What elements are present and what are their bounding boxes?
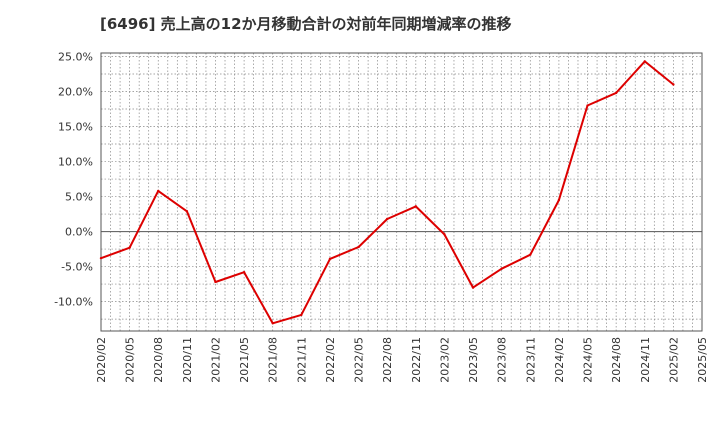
data-point [471, 286, 475, 289]
data-point [328, 257, 332, 261]
grid-layer [101, 53, 702, 331]
y-tick-label: 20.0% [58, 86, 93, 99]
x-tick-label: 2023/08 [496, 337, 509, 383]
x-tick-label: 2025/02 [667, 337, 680, 383]
data-point [271, 322, 274, 325]
y-tick-label: 15.0% [58, 121, 93, 134]
x-tick-label: 2022/02 [324, 337, 337, 383]
data-point [529, 253, 532, 256]
data-point [643, 60, 646, 63]
data-point [242, 270, 246, 274]
x-tick-label: 2024/08 [610, 337, 623, 383]
tick-label-layer: 25.0% 20.0% 15.0% 10.0% 5.0% 0.0% -5.0% -10.0% 2… [54, 51, 709, 383]
data-point [614, 91, 618, 95]
data-point [214, 280, 217, 284]
series-layer [99, 60, 675, 325]
x-tick-label: 2023/02 [438, 337, 451, 383]
x-tick-label: 2024/02 [553, 337, 566, 383]
x-tick-label: 2023/05 [467, 337, 480, 383]
data-point [300, 313, 303, 317]
data-point [357, 245, 360, 249]
data-point [557, 198, 561, 202]
axis-layer [100, 52, 703, 332]
x-tick-label: 2022/11 [410, 337, 423, 383]
data-point [586, 104, 589, 107]
x-tick-label: 2020/05 [124, 337, 137, 383]
x-tick-label: 2021/05 [238, 337, 251, 383]
plot-frame [100, 52, 703, 332]
y-tick-label: 0.0% [65, 226, 93, 239]
x-tick-label: 2022/08 [381, 337, 394, 383]
x-tick-label: 2021/08 [267, 337, 280, 383]
x-tick-label: 2024/05 [582, 337, 595, 383]
y-tick-label: 10.0% [58, 156, 93, 169]
data-point [414, 205, 418, 208]
y-tick-label: 25.0% [58, 51, 93, 64]
x-tick-label: 2020/08 [152, 337, 165, 383]
chart-title: [6496] 売上高の12か月移動合計の対前年同期増減率の推移 [100, 15, 512, 33]
x-tick-label: 2021/11 [295, 337, 308, 383]
x-tick-label: 2024/11 [639, 337, 652, 383]
x-tick-label: 2022/05 [353, 337, 366, 383]
y-tick-label: 5.0% [65, 191, 93, 204]
x-tick-label: 2025/05 [696, 337, 709, 383]
data-point [385, 217, 389, 221]
x-tick-label: 2021/02 [209, 337, 222, 383]
data-point [128, 246, 131, 249]
data-point [99, 256, 103, 260]
x-tick-label: 2023/11 [524, 337, 537, 383]
y-tick-label: -10.0% [54, 296, 93, 309]
data-point [500, 267, 503, 270]
x-tick-label: 2020/11 [181, 337, 194, 383]
data-point [185, 210, 189, 213]
data-point [443, 233, 446, 236]
data-point [157, 189, 160, 193]
data-point [672, 83, 675, 86]
y-tick-label: -5.0% [61, 261, 93, 274]
x-tick-label: 2020/02 [95, 337, 108, 383]
